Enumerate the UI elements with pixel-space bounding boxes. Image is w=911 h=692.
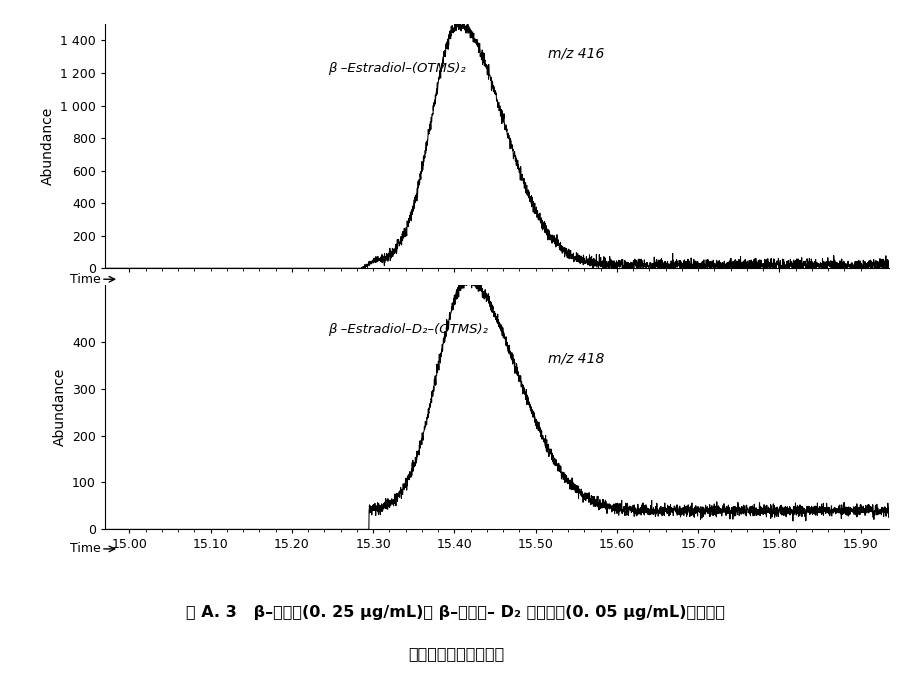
Y-axis label: Abundance: Abundance <box>40 107 55 185</box>
Text: β –Estradiol–D₂–(OTMS)₂: β –Estradiol–D₂–(OTMS)₂ <box>328 322 488 336</box>
Text: Time: Time <box>70 543 101 556</box>
Text: m/z 416: m/z 416 <box>548 46 604 60</box>
Y-axis label: Abundance: Abundance <box>52 368 67 446</box>
Text: 定量离子的质量色谱图: 定量离子的质量色谱图 <box>407 646 504 662</box>
Text: β –Estradiol–(OTMS)₂: β –Estradiol–(OTMS)₂ <box>328 62 466 75</box>
Text: m/z 418: m/z 418 <box>548 352 604 365</box>
Text: 图 A. 3   β–雌二醇(0. 25 μg/mL)与 β–雌二醇– D₂ 标准溶液(0. 05 μg/mL)衍生物的: 图 A. 3 β–雌二醇(0. 25 μg/mL)与 β–雌二醇– D₂ 标准溶… <box>186 605 725 620</box>
Text: Time: Time <box>70 273 101 286</box>
